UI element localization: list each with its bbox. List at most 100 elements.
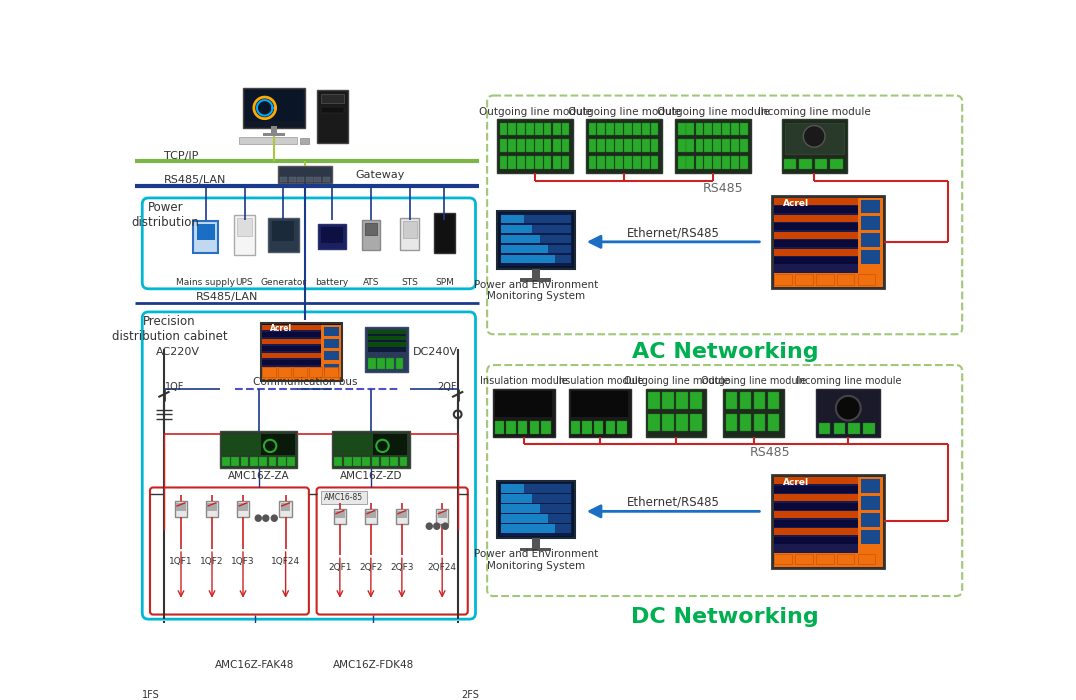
Bar: [495, 421, 505, 433]
Bar: [368, 336, 406, 340]
Text: Acrel: Acrel: [783, 199, 809, 208]
Bar: [704, 122, 712, 135]
Bar: [713, 122, 721, 135]
Bar: [686, 156, 694, 169]
Bar: [553, 156, 561, 169]
Text: AMC16Z-FDK48: AMC16Z-FDK48: [332, 659, 414, 670]
Bar: [518, 156, 525, 169]
Text: Generator: Generator: [260, 278, 307, 287]
Bar: [695, 156, 704, 169]
Bar: [837, 274, 854, 285]
Text: Incoming line module: Incoming line module: [758, 106, 870, 117]
Bar: [335, 456, 342, 466]
Bar: [259, 456, 267, 466]
Bar: [370, 631, 378, 641]
Bar: [497, 480, 575, 538]
Bar: [263, 346, 321, 351]
Text: Communication bus: Communication bus: [253, 377, 357, 387]
Bar: [306, 177, 313, 182]
Text: Incoming line module: Incoming line module: [795, 376, 901, 386]
Text: 2QF3: 2QF3: [391, 563, 413, 572]
Bar: [526, 156, 534, 169]
Bar: [633, 139, 640, 152]
Bar: [586, 120, 662, 174]
Bar: [495, 391, 552, 417]
Bar: [270, 644, 278, 654]
Text: Gateway: Gateway: [355, 170, 405, 180]
Bar: [288, 644, 297, 654]
Text: RS485: RS485: [704, 182, 744, 195]
Bar: [224, 644, 231, 654]
Bar: [242, 644, 250, 654]
Bar: [740, 139, 748, 152]
Bar: [589, 122, 596, 135]
Bar: [862, 496, 880, 510]
Bar: [366, 328, 408, 372]
Text: Acrel: Acrel: [783, 478, 809, 487]
Bar: [582, 421, 592, 433]
Bar: [535, 122, 543, 135]
Bar: [343, 456, 352, 466]
Bar: [322, 228, 343, 243]
Bar: [342, 631, 350, 641]
Bar: [774, 198, 859, 205]
Bar: [268, 218, 299, 252]
Bar: [501, 215, 571, 223]
Bar: [633, 156, 640, 169]
Bar: [501, 255, 555, 263]
Text: Power and Environment
Monitoring System: Power and Environment Monitoring System: [473, 549, 598, 570]
Bar: [624, 139, 632, 152]
Bar: [795, 554, 812, 564]
Bar: [324, 368, 338, 377]
Bar: [819, 423, 831, 433]
Text: 1QF2: 1QF2: [200, 557, 224, 566]
Bar: [232, 644, 241, 654]
Bar: [723, 389, 784, 437]
Bar: [398, 644, 406, 654]
Bar: [280, 501, 292, 517]
Bar: [774, 528, 859, 536]
Text: 2QF24: 2QF24: [427, 563, 456, 572]
Bar: [690, 392, 702, 409]
Bar: [287, 456, 295, 466]
Bar: [332, 631, 341, 641]
Bar: [607, 139, 614, 152]
Bar: [690, 414, 702, 430]
Bar: [263, 339, 321, 344]
Bar: [597, 139, 605, 152]
Bar: [391, 456, 398, 466]
Text: Outgoing line module: Outgoing line module: [623, 376, 728, 386]
Bar: [212, 629, 297, 657]
Bar: [615, 156, 623, 169]
Text: ATS: ATS: [363, 278, 379, 287]
Bar: [774, 477, 859, 553]
Bar: [362, 220, 380, 251]
Bar: [263, 368, 275, 377]
Bar: [774, 494, 859, 501]
Bar: [501, 255, 571, 263]
Bar: [649, 392, 660, 409]
Bar: [535, 156, 543, 169]
Bar: [263, 332, 321, 337]
Text: AMC16Z-FAK48: AMC16Z-FAK48: [215, 659, 295, 670]
Bar: [134, 84, 480, 623]
Bar: [330, 629, 415, 657]
Bar: [862, 233, 880, 247]
Bar: [493, 389, 554, 437]
Bar: [214, 631, 222, 641]
Bar: [220, 431, 297, 468]
Bar: [206, 501, 218, 517]
Bar: [398, 631, 406, 641]
Bar: [332, 431, 410, 468]
Bar: [774, 198, 859, 274]
Bar: [388, 644, 396, 654]
Text: 2QF1: 2QF1: [328, 563, 352, 572]
Text: DC240V: DC240V: [413, 347, 458, 357]
Bar: [336, 510, 344, 518]
Bar: [252, 644, 259, 654]
Text: AMC16Z-ZD: AMC16Z-ZD: [340, 471, 402, 481]
Bar: [649, 414, 660, 430]
Bar: [242, 631, 250, 641]
Bar: [501, 245, 571, 253]
Bar: [740, 122, 748, 135]
